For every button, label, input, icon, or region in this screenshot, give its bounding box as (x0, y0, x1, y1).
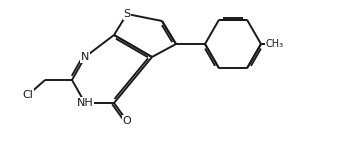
Text: Cl: Cl (23, 90, 34, 100)
Text: CH₃: CH₃ (266, 39, 284, 49)
Text: N: N (81, 52, 89, 62)
Text: NH: NH (77, 98, 93, 108)
Text: O: O (123, 116, 131, 126)
Text: S: S (123, 9, 131, 19)
